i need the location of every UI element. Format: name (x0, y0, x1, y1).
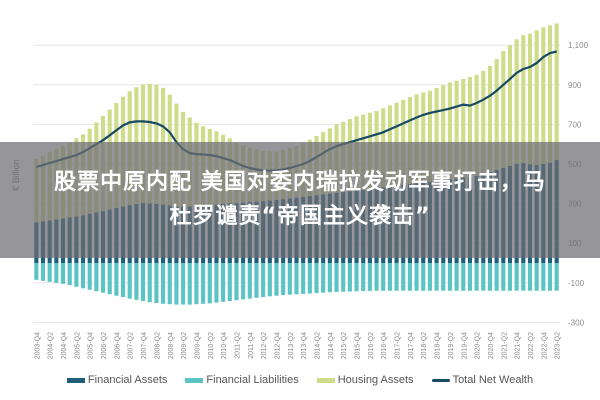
svg-text:2016-Q2: 2016-Q2 (368, 332, 375, 359)
svg-text:2018-Q4: 2018-Q4 (435, 332, 442, 359)
svg-text:-100: -100 (568, 279, 585, 288)
headline-line-2: 杜罗谴责“帝国主义袭击” (169, 204, 431, 229)
chart-legend: Financial Assets Financial Liabilities H… (0, 374, 600, 386)
housing-assets-swatch (316, 377, 335, 383)
svg-text:2007-Q2: 2007-Q2 (128, 332, 135, 359)
svg-text:2004-Q4: 2004-Q4 (61, 332, 68, 359)
svg-text:2003-Q4: 2003-Q4 (34, 332, 41, 359)
svg-text:1,100: 1,100 (568, 41, 589, 50)
svg-text:2007-Q4: 2007-Q4 (141, 332, 148, 359)
x-axis-ticks: 2003-Q4 2004-Q2 2004-Q4 2005-Q2 2005-Q4 2006-… (34, 332, 561, 359)
legend-item-total-net-wealth: Total Net Wealth (431, 374, 534, 386)
svg-text:700: 700 (568, 120, 582, 129)
svg-text:2017-Q4: 2017-Q4 (408, 332, 415, 359)
svg-text:2011-Q4: 2011-Q4 (248, 332, 255, 359)
svg-text:2015-Q4: 2015-Q4 (355, 332, 362, 359)
svg-text:900: 900 (568, 81, 582, 90)
svg-text:-300: -300 (568, 318, 585, 327)
legend-item-housing-assets: Housing Assets (316, 374, 414, 386)
svg-text:2022-Q2: 2022-Q2 (528, 332, 535, 359)
financial-liabilities-swatch (185, 377, 204, 383)
svg-text:2010-Q2: 2010-Q2 (208, 332, 215, 359)
legend-label: Financial Assets (87, 374, 168, 386)
svg-text:2019-Q4: 2019-Q4 (461, 332, 468, 359)
svg-text:2015-Q2: 2015-Q2 (341, 332, 348, 359)
svg-text:2008-Q2: 2008-Q2 (154, 332, 161, 359)
svg-text:2020-Q4: 2020-Q4 (488, 332, 495, 359)
legend-label: Financial Liabilities (206, 374, 299, 386)
svg-text:2022-Q4: 2022-Q4 (541, 332, 548, 359)
legend-label: Total Net Wealth (452, 374, 534, 386)
svg-text:2008-Q4: 2008-Q4 (168, 332, 175, 359)
svg-text:2014-Q4: 2014-Q4 (328, 332, 335, 359)
legend-item-financial-liabilities: Financial Liabilities (185, 374, 299, 386)
svg-text:2017-Q2: 2017-Q2 (395, 332, 402, 359)
svg-text:2012-Q2: 2012-Q2 (261, 332, 268, 359)
svg-text:2014-Q2: 2014-Q2 (315, 332, 322, 359)
legend-item-financial-assets: Financial Assets (66, 374, 168, 386)
svg-text:2006-Q4: 2006-Q4 (114, 332, 121, 359)
svg-text:2021-Q4: 2021-Q4 (515, 332, 522, 359)
svg-text:2005-Q4: 2005-Q4 (88, 332, 95, 359)
headline-overlay: 股票中原内配 美国对委内瑞拉发动军事打击，马 杜罗谴责“帝国主义袭击” (0, 142, 600, 258)
total-net-wealth-swatch (431, 378, 450, 382)
svg-text:2023-Q2: 2023-Q2 (555, 332, 562, 359)
svg-text:2016-Q4: 2016-Q4 (381, 332, 388, 359)
svg-text:2005-Q2: 2005-Q2 (74, 332, 81, 359)
svg-text:2019-Q2: 2019-Q2 (448, 332, 455, 359)
svg-text:2018-Q2: 2018-Q2 (421, 332, 428, 359)
financial-assets-swatch (66, 377, 85, 383)
headline-line-1: 股票中原内配 美国对委内瑞拉发动军事打击，马 (54, 170, 546, 195)
svg-text:2004-Q2: 2004-Q2 (48, 332, 55, 359)
svg-text:2020-Q2: 2020-Q2 (475, 332, 482, 359)
svg-text:2009-Q2: 2009-Q2 (181, 332, 188, 359)
svg-text:2011-Q2: 2011-Q2 (234, 332, 241, 359)
legend-label: Housing Assets (337, 374, 414, 386)
svg-text:2010-Q4: 2010-Q4 (221, 332, 228, 359)
svg-text:2009-Q4: 2009-Q4 (194, 332, 201, 359)
svg-text:2021-Q2: 2021-Q2 (501, 332, 508, 359)
svg-text:2012-Q4: 2012-Q4 (274, 332, 281, 359)
svg-text:2006-Q2: 2006-Q2 (101, 332, 108, 359)
svg-text:2013-Q4: 2013-Q4 (301, 332, 308, 359)
svg-text:2013-Q2: 2013-Q2 (288, 332, 295, 359)
